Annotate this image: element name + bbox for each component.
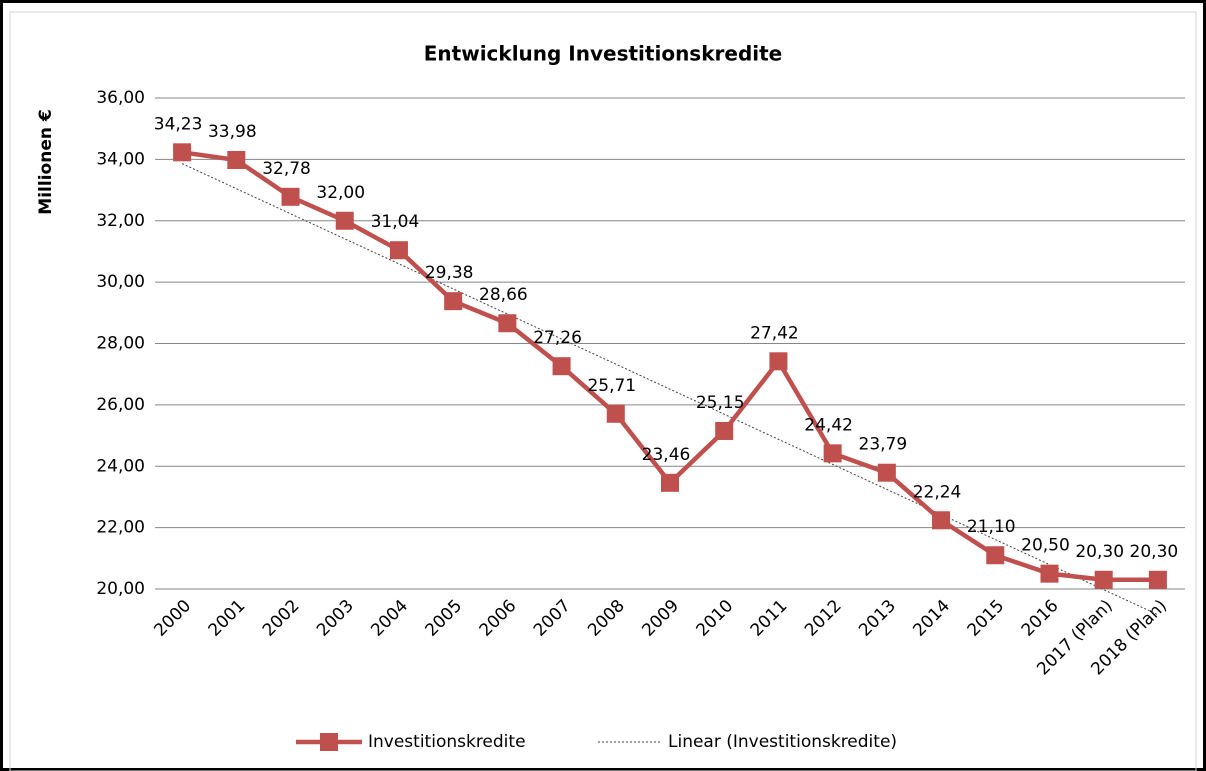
y-tick-label: 28,00 — [96, 334, 145, 354]
y-axis-label: Millionen € — [36, 109, 56, 214]
data-label: 25,71 — [587, 376, 636, 396]
y-tick-label: 36,00 — [96, 88, 145, 108]
legend-marker — [320, 733, 338, 751]
data-marker — [281, 187, 300, 206]
trendline — [181, 163, 1159, 616]
legend-label: Linear (Investitionskredite) — [668, 732, 897, 752]
y-tick-label: 26,00 — [96, 395, 145, 415]
data-marker — [498, 314, 517, 333]
chart-title: Entwicklung Investitionskredite — [424, 42, 783, 66]
data-marker — [715, 421, 734, 440]
y-tick-label: 30,00 — [96, 272, 145, 292]
data-label: 22,24 — [913, 482, 962, 502]
data-label: 23,79 — [859, 435, 908, 455]
data-marker — [986, 546, 1005, 565]
data-marker — [389, 241, 408, 260]
y-tick-label: 24,00 — [96, 456, 145, 476]
data-marker — [661, 473, 679, 492]
data-marker — [1040, 564, 1059, 583]
data-label: 32,00 — [316, 183, 365, 203]
chart-area — [9, 11, 1197, 771]
data-marker — [606, 404, 625, 423]
data-label: 31,04 — [371, 212, 420, 232]
data-marker — [227, 150, 246, 169]
data-label: 29,38 — [425, 263, 474, 283]
data-label: 24,42 — [804, 415, 853, 435]
data-label: 20,30 — [1075, 542, 1124, 562]
data-label: 27,26 — [533, 328, 582, 348]
data-marker — [552, 357, 571, 376]
data-marker — [335, 211, 354, 230]
data-label: 33,98 — [208, 122, 257, 142]
data-label: 20,30 — [1130, 542, 1179, 562]
data-label: 20,50 — [1021, 536, 1070, 556]
data-label: 27,42 — [750, 323, 799, 343]
data-marker — [823, 444, 842, 463]
data-label: 34,23 — [154, 114, 203, 134]
data-marker — [444, 292, 463, 311]
data-marker — [173, 143, 192, 162]
y-tick-label: 34,00 — [96, 149, 145, 169]
data-marker — [932, 511, 951, 530]
data-marker — [1148, 570, 1167, 589]
legend-label: Investitionskredite — [368, 732, 526, 752]
data-marker — [1094, 570, 1113, 589]
y-tick-label: 32,00 — [96, 211, 145, 231]
data-label: 32,78 — [262, 159, 311, 179]
data-label: 25,15 — [696, 393, 745, 413]
data-marker — [877, 463, 896, 482]
data-marker — [769, 352, 788, 371]
y-tick-label: 22,00 — [96, 518, 145, 538]
data-label: 23,46 — [642, 445, 691, 465]
y-tick-label: 20,00 — [96, 579, 145, 599]
data-label: 21,10 — [967, 517, 1016, 537]
data-label: 28,66 — [479, 285, 528, 305]
